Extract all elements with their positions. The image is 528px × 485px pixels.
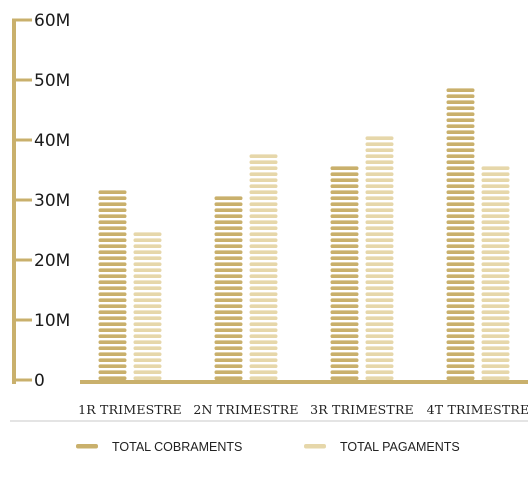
bar-cobraments xyxy=(214,196,243,380)
legend-label: TOTAL PAGAMENTS xyxy=(340,440,460,454)
bar-cobraments xyxy=(446,88,475,380)
y-tick-label: 10M xyxy=(34,311,70,331)
bar-pagaments xyxy=(365,136,394,380)
y-tick-label: 30M xyxy=(34,191,70,211)
bars xyxy=(98,88,510,380)
legend-item: TOTAL COBRAMENTS xyxy=(76,440,242,454)
legend-item: TOTAL PAGAMENTS xyxy=(304,440,460,454)
bar-cobraments xyxy=(98,190,127,380)
legend-swatch xyxy=(76,444,98,449)
category-label: 1R TRIMESTRE xyxy=(78,402,182,417)
category-label: 2N TRIMESTRE xyxy=(193,402,298,417)
bar-pagaments xyxy=(249,154,278,380)
y-axis-ticks: 0 10M 20M 30M 40M 50M 60M xyxy=(12,11,70,391)
y-tick-label: 0 xyxy=(34,371,45,391)
category-label: 4T TRIMESTRE xyxy=(427,402,528,417)
y-tick-label: 50M xyxy=(34,71,70,91)
y-tick-label: 40M xyxy=(34,131,70,151)
category-labels: 1R TRIMESTRE 2N TRIMESTRE 3R TRIMESTRE 4T T… xyxy=(78,402,528,417)
legend: TOTAL COBRAMENTS TOTAL PAGAMENTS xyxy=(76,440,460,454)
y-tick-label: 60M xyxy=(34,11,70,31)
category-label: 3R TRIMESTRE xyxy=(310,402,414,417)
bar-pagaments xyxy=(133,232,162,380)
legend-swatch xyxy=(304,444,326,449)
legend-label: TOTAL COBRAMENTS xyxy=(112,440,242,454)
bar-pagaments xyxy=(481,166,510,380)
bar-cobraments xyxy=(330,166,359,380)
y-tick-label: 20M xyxy=(34,251,70,271)
